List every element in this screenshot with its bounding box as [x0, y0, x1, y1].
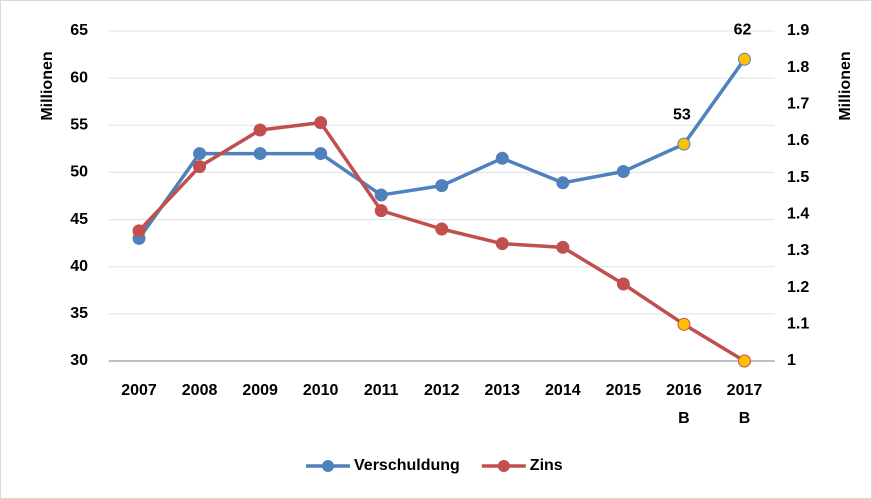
y2-tick-label: 1.5 [787, 169, 809, 186]
data-point [314, 147, 328, 161]
y-axis-title: Millionen [39, 51, 56, 120]
data-label: 62 [734, 22, 752, 39]
y2-axis-title: Millionen [837, 51, 854, 120]
y2-tick-label: 1.8 [787, 59, 809, 76]
data-point [314, 116, 328, 130]
y2-tick-label: 1.9 [787, 22, 809, 39]
data-point [677, 317, 691, 331]
data-point [556, 240, 570, 254]
y2-tick-label: 1.1 [787, 316, 809, 333]
x-tick-label: 2009 [242, 382, 278, 399]
data-point [435, 179, 449, 193]
data-point [677, 137, 691, 151]
data-point [495, 237, 509, 251]
y2-tick-label: 1.2 [787, 279, 809, 296]
data-point [253, 123, 267, 137]
data-point [616, 164, 630, 178]
y2-tick-label: 1 [787, 352, 796, 369]
data-point [193, 147, 207, 161]
data-point [556, 176, 570, 190]
legend-label: Zins [530, 457, 563, 474]
y-tick-label: 30 [70, 352, 88, 369]
y-tick-label: 65 [70, 22, 88, 39]
legend-marker [322, 460, 334, 472]
y-tick-label: 60 [70, 69, 88, 86]
legend-label: Verschuldung [354, 457, 460, 474]
legend-marker [497, 460, 510, 472]
y2-tick-label: 1.6 [787, 132, 809, 149]
data-point [495, 151, 509, 165]
y-tick-label: 35 [70, 305, 88, 322]
x-tick-label: 2014 [545, 382, 581, 399]
data-point [374, 204, 388, 218]
x-tick-label: 2013 [484, 382, 521, 399]
data-label: 53 [673, 106, 691, 123]
x-tick-label: 2015 [605, 382, 642, 399]
data-point [737, 354, 751, 368]
x-tick-label: 2016 B [666, 382, 702, 427]
data-point [737, 52, 751, 66]
x-tick-label: 2008 [181, 382, 218, 399]
x-tick-label: 2017 B [726, 382, 763, 427]
x-tick-label: 2010 [302, 382, 339, 399]
y2-tick-label: 1.3 [787, 242, 809, 259]
y-tick-label: 45 [70, 211, 88, 228]
y-tick-label: 50 [70, 164, 88, 181]
data-point [253, 147, 267, 161]
y-tick-label: 55 [70, 117, 88, 134]
data-point [435, 222, 449, 236]
y2-tick-label: 1.7 [787, 96, 809, 113]
data-point [616, 277, 630, 291]
x-tick-label: 2011 [363, 382, 399, 399]
x-tick-label: 2012 [423, 382, 460, 399]
data-point [193, 160, 207, 174]
data-point [374, 188, 388, 202]
data-point [132, 224, 146, 238]
y-tick-label: 40 [70, 258, 88, 275]
x-tick-label: 2007 [121, 382, 157, 399]
y2-tick-label: 1.4 [787, 206, 809, 223]
